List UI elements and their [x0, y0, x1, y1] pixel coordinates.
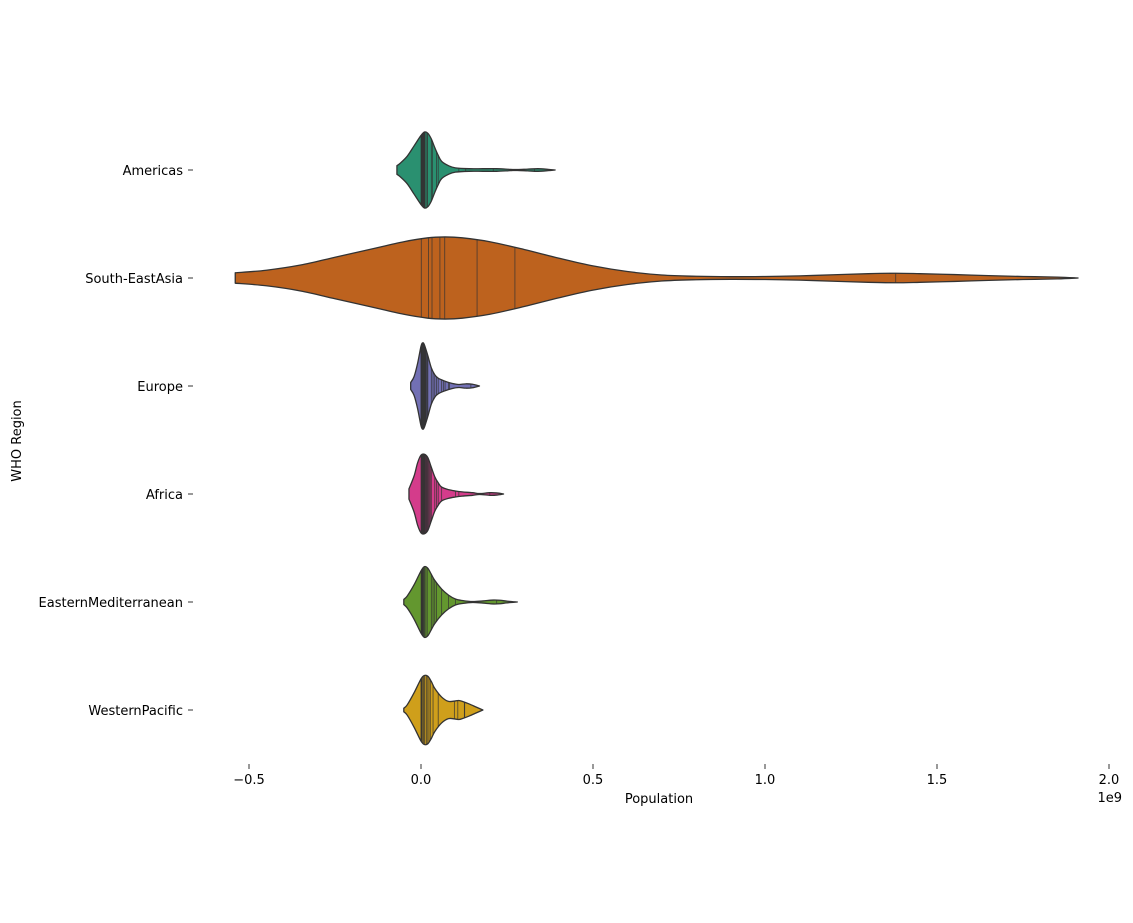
y-tick-label-2: Europe: [137, 380, 183, 395]
violin-South-EastAsia: [234, 236, 1079, 320]
violin-EasternMediterranean: [403, 565, 518, 639]
violin-WesternPacific: [403, 674, 484, 746]
y-tick-label-1: South-EastAsia: [85, 272, 183, 287]
x-tick-label-1: 0.0: [411, 773, 432, 788]
violin-layer: [234, 131, 1079, 746]
violin-Americas: [396, 131, 556, 209]
x-tick-label-3: 1.0: [755, 773, 776, 788]
x-tick-label-4: 1.5: [927, 773, 948, 788]
x-offset-label: 1e9: [1097, 791, 1122, 806]
x-tick-label-5: 2.0: [1099, 773, 1120, 788]
y-tick-label-3: Africa: [146, 488, 183, 503]
x-axis: −0.5 0.0 0.5 1.0 1.5 2.0: [233, 764, 1119, 788]
y-tick-label-0: Americas: [123, 164, 184, 179]
y-tick-label-5: WesternPacific: [88, 704, 183, 719]
x-tick-label-0: −0.5: [233, 773, 265, 788]
x-axis-label: Population: [625, 792, 693, 807]
x-tick-label-2: 0.5: [583, 773, 604, 788]
y-tick-label-4: EasternMediterranean: [39, 596, 183, 611]
y-axis-label: WHO Region: [10, 400, 25, 482]
y-axis: Americas South-EastAsia Europe Africa Easter…: [39, 164, 193, 719]
